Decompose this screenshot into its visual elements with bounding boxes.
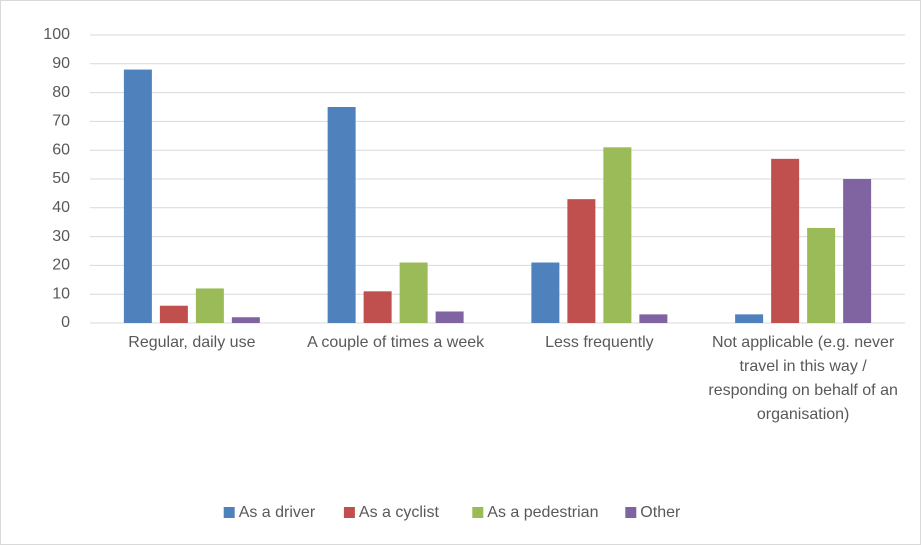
legend-swatch [625, 507, 637, 518]
y-tick-label: 10 [52, 285, 70, 302]
legend-label: As a cyclist [359, 504, 440, 521]
y-tick-label: 90 [52, 55, 70, 72]
bar [123, 69, 152, 323]
bar [435, 311, 464, 323]
bar [843, 179, 872, 323]
y-tick-label: 0 [61, 314, 70, 331]
bar [231, 317, 260, 323]
legend-label: As a driver [239, 504, 316, 521]
bar [771, 158, 800, 323]
bar [327, 107, 356, 323]
bar [639, 314, 668, 323]
bar [159, 305, 188, 323]
legend-label: As a pedestrian [487, 504, 598, 521]
bar [531, 262, 560, 323]
bar [603, 147, 632, 323]
y-tick-label: 100 [43, 26, 70, 43]
y-tick-label: 20 [52, 257, 70, 274]
x-tick-label: Less frequently [545, 334, 654, 351]
x-tick-label: Not applicable (e.g. never travel in thi… [708, 334, 898, 423]
x-tick-label: Regular, daily use [128, 334, 256, 351]
y-tick-label: 50 [52, 170, 70, 187]
bar [399, 262, 428, 323]
bar [363, 291, 392, 323]
legend-swatch [472, 507, 484, 518]
bar [567, 199, 596, 323]
legend-swatch [343, 507, 355, 518]
bar [807, 227, 836, 323]
y-tick-label: 30 [52, 228, 70, 245]
x-tick-label: A couple of times a week [307, 334, 485, 351]
y-tick-label: 80 [52, 84, 70, 101]
y-tick-label: 40 [52, 199, 70, 216]
y-tick-label: 70 [52, 113, 70, 130]
bar [195, 288, 224, 323]
legend-label: Other [640, 504, 681, 521]
y-tick-label: 60 [52, 141, 70, 158]
bar [735, 314, 764, 323]
legend-swatch [223, 507, 235, 518]
